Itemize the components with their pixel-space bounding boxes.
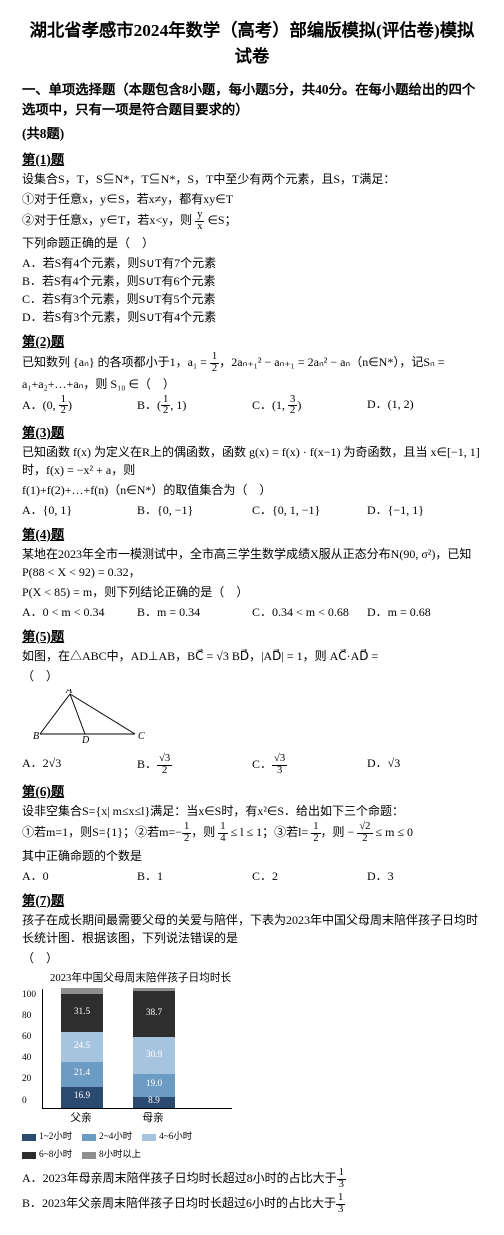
legend-item: 8小时以上 xyxy=(82,1149,141,1163)
q4-opt-b: B．m = 0.34 xyxy=(137,603,252,621)
section-count: (共8题) xyxy=(22,124,482,144)
q3-label: 第(3)题 xyxy=(22,423,482,443)
q3-opt-a: A．{0, 1} xyxy=(22,501,137,519)
q1-opt-d: D．若S有3个元素，则S∪T有4个元素 xyxy=(22,308,482,326)
q5-options: A．2√3 B．√32 C．√33 D．√3 xyxy=(22,754,482,776)
doc-title: 湖北省孝感市2024年数学（高考）部编版模拟(评估卷)模拟试卷 xyxy=(22,18,482,70)
q3-body: 已知函数 f(x) 为定义在R上的偶函数，函数 g(x) = f(x) · f(… xyxy=(22,443,482,479)
q6-opt-d: D．3 xyxy=(367,867,482,885)
bar-segment xyxy=(61,988,103,995)
q5-opt-b: B．√32 xyxy=(137,754,252,776)
legend-item: 6~8小时 xyxy=(22,1149,72,1163)
q4-label: 第(4)题 xyxy=(22,525,482,545)
q2-body: 已知数列 {aₙ} 的各项都小于1，a₁ = 12，2aₙ₊₁² − aₙ₊₁ … xyxy=(22,352,482,392)
section-intro: 一、单项选择题（本题包含8小题，每小题5分，共40分。在每小题给出的四个选项中，… xyxy=(22,80,482,120)
q7-label: 第(7)题 xyxy=(22,891,482,911)
q5-opt-c: C．√33 xyxy=(252,754,367,776)
svg-text:D: D xyxy=(81,735,90,744)
bar-stack: 8.919.030.938.7 xyxy=(133,988,175,1108)
bar-segment: 24.5 xyxy=(61,1032,103,1061)
svg-text:A: A xyxy=(65,689,73,696)
q2-opt-a: A．(0, 12) xyxy=(22,395,137,417)
q5-opt-a: A．2√3 xyxy=(22,754,137,776)
q4-opt-c: C．0.34 < m < 0.68 xyxy=(252,603,367,621)
q1-options: A．若S有4个元素，则S∪T有7个元素 B．若S有4个元素，则S∪T有6个元素 … xyxy=(22,254,482,326)
q3-opt-d: D．{−1, 1} xyxy=(367,501,482,519)
bar-segment: 8.9 xyxy=(133,1097,175,1108)
q1-l4: 下列命题正确的是（ ） xyxy=(22,234,482,252)
q1-opt-a: A．若S有4个元素，则S∪T有7个元素 xyxy=(22,254,482,272)
svg-text:B: B xyxy=(33,731,39,742)
q1-opt-b: B．若S有4个元素，则S∪T有6个元素 xyxy=(22,272,482,290)
q1-l3: ②对于任意x，y∈T，若x<y，则 yx ∈S； xyxy=(22,210,482,232)
q5-opt-d: D．√3 xyxy=(367,754,482,776)
q6-opt-c: C．2 xyxy=(252,867,367,885)
q2-opt-c: C．(1, 32) xyxy=(252,395,367,417)
q2-opt-d: D．(1, 2) xyxy=(367,395,482,417)
bar-stack: 16.921.424.531.5 xyxy=(61,988,103,1108)
q2-opt-b: B．(12, 1) xyxy=(137,395,252,417)
q7-tail: （ ） xyxy=(22,949,482,967)
legend-item: 2~4小时 xyxy=(82,1131,132,1145)
q3-options: A．{0, 1} B．{0, −1} C．{0, 1, −1} D．{−1, 1… xyxy=(22,501,482,519)
q6-body3: 其中正确命题的个数是 xyxy=(22,847,482,865)
q4-opt-a: A．0 < m < 0.34 xyxy=(22,603,137,621)
q6-body: 设非空集合S={x| m≤x≤l}满足：当x∈S时，有x²∈S．给出如下三个命题… xyxy=(22,802,482,820)
q6-body2: ①若m=1，则S={1}；②若m=−12，则 14 ≤ l ≤ 1；③若l= 1… xyxy=(22,822,482,844)
q6-options: A．0 B．1 C．2 D．3 xyxy=(22,867,482,885)
chart-yaxis: 020406080100 xyxy=(22,989,36,1109)
q5-label: 第(5)题 xyxy=(22,627,482,647)
bar-segment: 16.9 xyxy=(61,1087,103,1107)
q2-options: A．(0, 12) B．(12, 1) C．(1, 32) D．(1, 2) xyxy=(22,395,482,417)
chart-xlabels: 父亲母亲 xyxy=(42,1111,232,1127)
q7-body: 孩子在成长期间最需要父母的关爱与陪伴，下表为2023年中国父母周末陪伴孩子日均时… xyxy=(22,911,482,947)
legend-item: 1~2小时 xyxy=(22,1131,72,1145)
bar-segment: 38.7 xyxy=(133,991,175,1037)
q4-options: A．0 < m < 0.34 B．m = 0.34 C．0.34 < m < 0… xyxy=(22,603,482,621)
q3-opt-b: B．{0, −1} xyxy=(137,501,252,519)
q5-body: 如图，在△ABC中，AD⊥AB，BC⃗ = √3 BD⃗，|AD⃗| = 1，则… xyxy=(22,647,482,665)
q5-tail: （ ） xyxy=(22,667,482,685)
bar-segment: 19.0 xyxy=(133,1074,175,1097)
svg-text:C: C xyxy=(138,731,145,742)
bar-segment: 31.5 xyxy=(61,994,103,1032)
q6-opt-b: B．1 xyxy=(137,867,252,885)
q1-label: 第(1)题 xyxy=(22,150,482,170)
chart-title: 2023年中国父母周末陪伴孩子日均时长 xyxy=(50,971,482,987)
q1-l1: 设集合S，T，S⊆N*，T⊆N*，S，T中至少有两个元素，且S，T满足： xyxy=(22,170,482,188)
chart-legend: 1~2小时 2~4小时 4~6小时 6~8小时 8小时以上 xyxy=(22,1131,222,1163)
q1-opt-c: C．若S有3个元素，则S∪T有5个元素 xyxy=(22,290,482,308)
q3-body2: f(1)+f(2)+…+f(n)（n∈N*）的取值集合为（ ） xyxy=(22,481,482,499)
q1-l2: ①对于任意x，y∈S，若x≠y，都有xy∈T xyxy=(22,190,482,208)
bar-segment: 21.4 xyxy=(61,1062,103,1088)
legend-item: 4~6小时 xyxy=(142,1131,192,1145)
q6-opt-a: A．0 xyxy=(22,867,137,885)
q6-label: 第(6)题 xyxy=(22,782,482,802)
triangle-figure: B A D C xyxy=(30,689,150,744)
q3-opt-c: C．{0, 1, −1} xyxy=(252,501,367,519)
q4-body2: P(X < 85) = m，则下列结论正确的是（ ） xyxy=(22,583,482,601)
q4-opt-d: D．m = 0.68 xyxy=(367,603,482,621)
q4-body: 某地在2023年全市一模测试中，全市高三学生数学成绩X服从正态分布N(90, σ… xyxy=(22,545,482,581)
bar-segment: 30.9 xyxy=(133,1037,175,1074)
stacked-bar-chart: 2023年中国父母周末陪伴孩子日均时长 020406080100 16.921.… xyxy=(22,971,482,1163)
q7-opt-b: B．2023年父亲周末陪伴孩子日均时长超过6小时的占比大于13 xyxy=(22,1193,482,1215)
q2-label: 第(2)题 xyxy=(22,332,482,352)
q7-opt-a: A．2023年母亲周末陪伴孩子日均时长超过8小时的占比大于13 xyxy=(22,1168,482,1190)
